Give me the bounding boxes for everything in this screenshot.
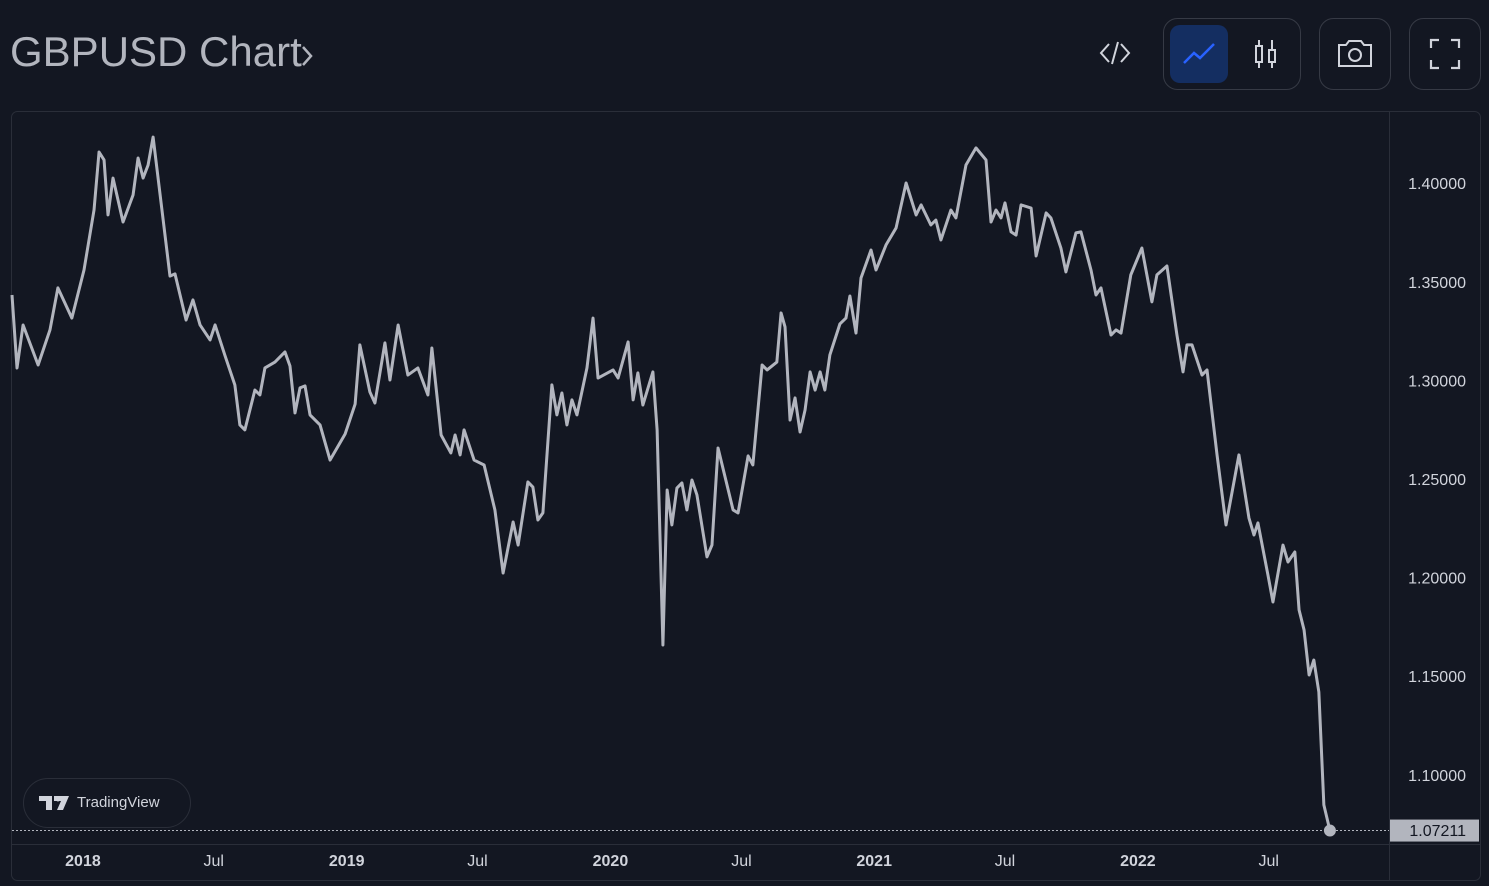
- chart-pane: [11, 111, 1481, 881]
- y-tick-label: 1.15000: [1408, 669, 1466, 686]
- y-tick-label: 1.10000: [1408, 768, 1466, 785]
- snapshot-bg: [1319, 18, 1391, 90]
- badge-logo-dot: [55, 796, 61, 802]
- candle-style-button[interactable]: [1255, 40, 1276, 68]
- badge-logo: [39, 796, 69, 810]
- tradingview-badge[interactable]: TradingView: [23, 778, 191, 828]
- candle-body: [1268, 49, 1276, 63]
- y-tick-label: 1.25000: [1408, 472, 1466, 489]
- plot: 1.10000 1.15000 1.20000 1.25000 1.30000 1.350…: [10, 135, 1479, 870]
- x-tick-label: Jul: [204, 853, 224, 870]
- fullscreen-button[interactable]: [1409, 18, 1481, 90]
- x-tick-label: 2019: [329, 853, 365, 870]
- x-tick-label: 2022: [1120, 853, 1156, 870]
- snapshot-button[interactable]: [1319, 18, 1391, 90]
- last-price-label: 1.07211: [1409, 823, 1466, 840]
- price-line: [10, 135, 1332, 831]
- title-chevron[interactable]: [302, 46, 313, 66]
- x-tick-label: Jul: [995, 853, 1015, 870]
- line-style-bg: [1170, 25, 1228, 83]
- chart-title[interactable]: GBPUSD Chart: [10, 28, 302, 75]
- fullscreen-icon: [1429, 38, 1461, 70]
- x-tick-label: 2021: [856, 853, 892, 870]
- last-price-dot: [1323, 824, 1336, 837]
- badge-text: TradingView: [77, 794, 160, 811]
- embed-button[interactable]: [1099, 41, 1131, 65]
- x-tick-label: Jul: [467, 853, 487, 870]
- line-style-button[interactable]: [1170, 25, 1228, 83]
- badge-bg: [23, 778, 191, 828]
- x-tick-label: 2018: [65, 853, 101, 870]
- y-tick-label: 1.30000: [1408, 373, 1466, 390]
- y-tick-label: 1.20000: [1408, 571, 1466, 588]
- fullscreen-bg: [1409, 18, 1481, 90]
- candle-body: [1255, 45, 1263, 63]
- y-tick-label: 1.40000: [1408, 176, 1466, 193]
- camera-icon: [1338, 40, 1372, 67]
- y-tick-label: 1.35000: [1408, 275, 1466, 292]
- x-tick-label: Jul: [731, 853, 751, 870]
- x-tick-label: 2020: [593, 853, 629, 870]
- camera-lens: [1348, 48, 1362, 62]
- last-price-tag: [1390, 819, 1479, 842]
- x-tick-label: Jul: [1259, 853, 1279, 870]
- line-style-icon: [1183, 43, 1215, 64]
- embed-icon: [1099, 41, 1131, 65]
